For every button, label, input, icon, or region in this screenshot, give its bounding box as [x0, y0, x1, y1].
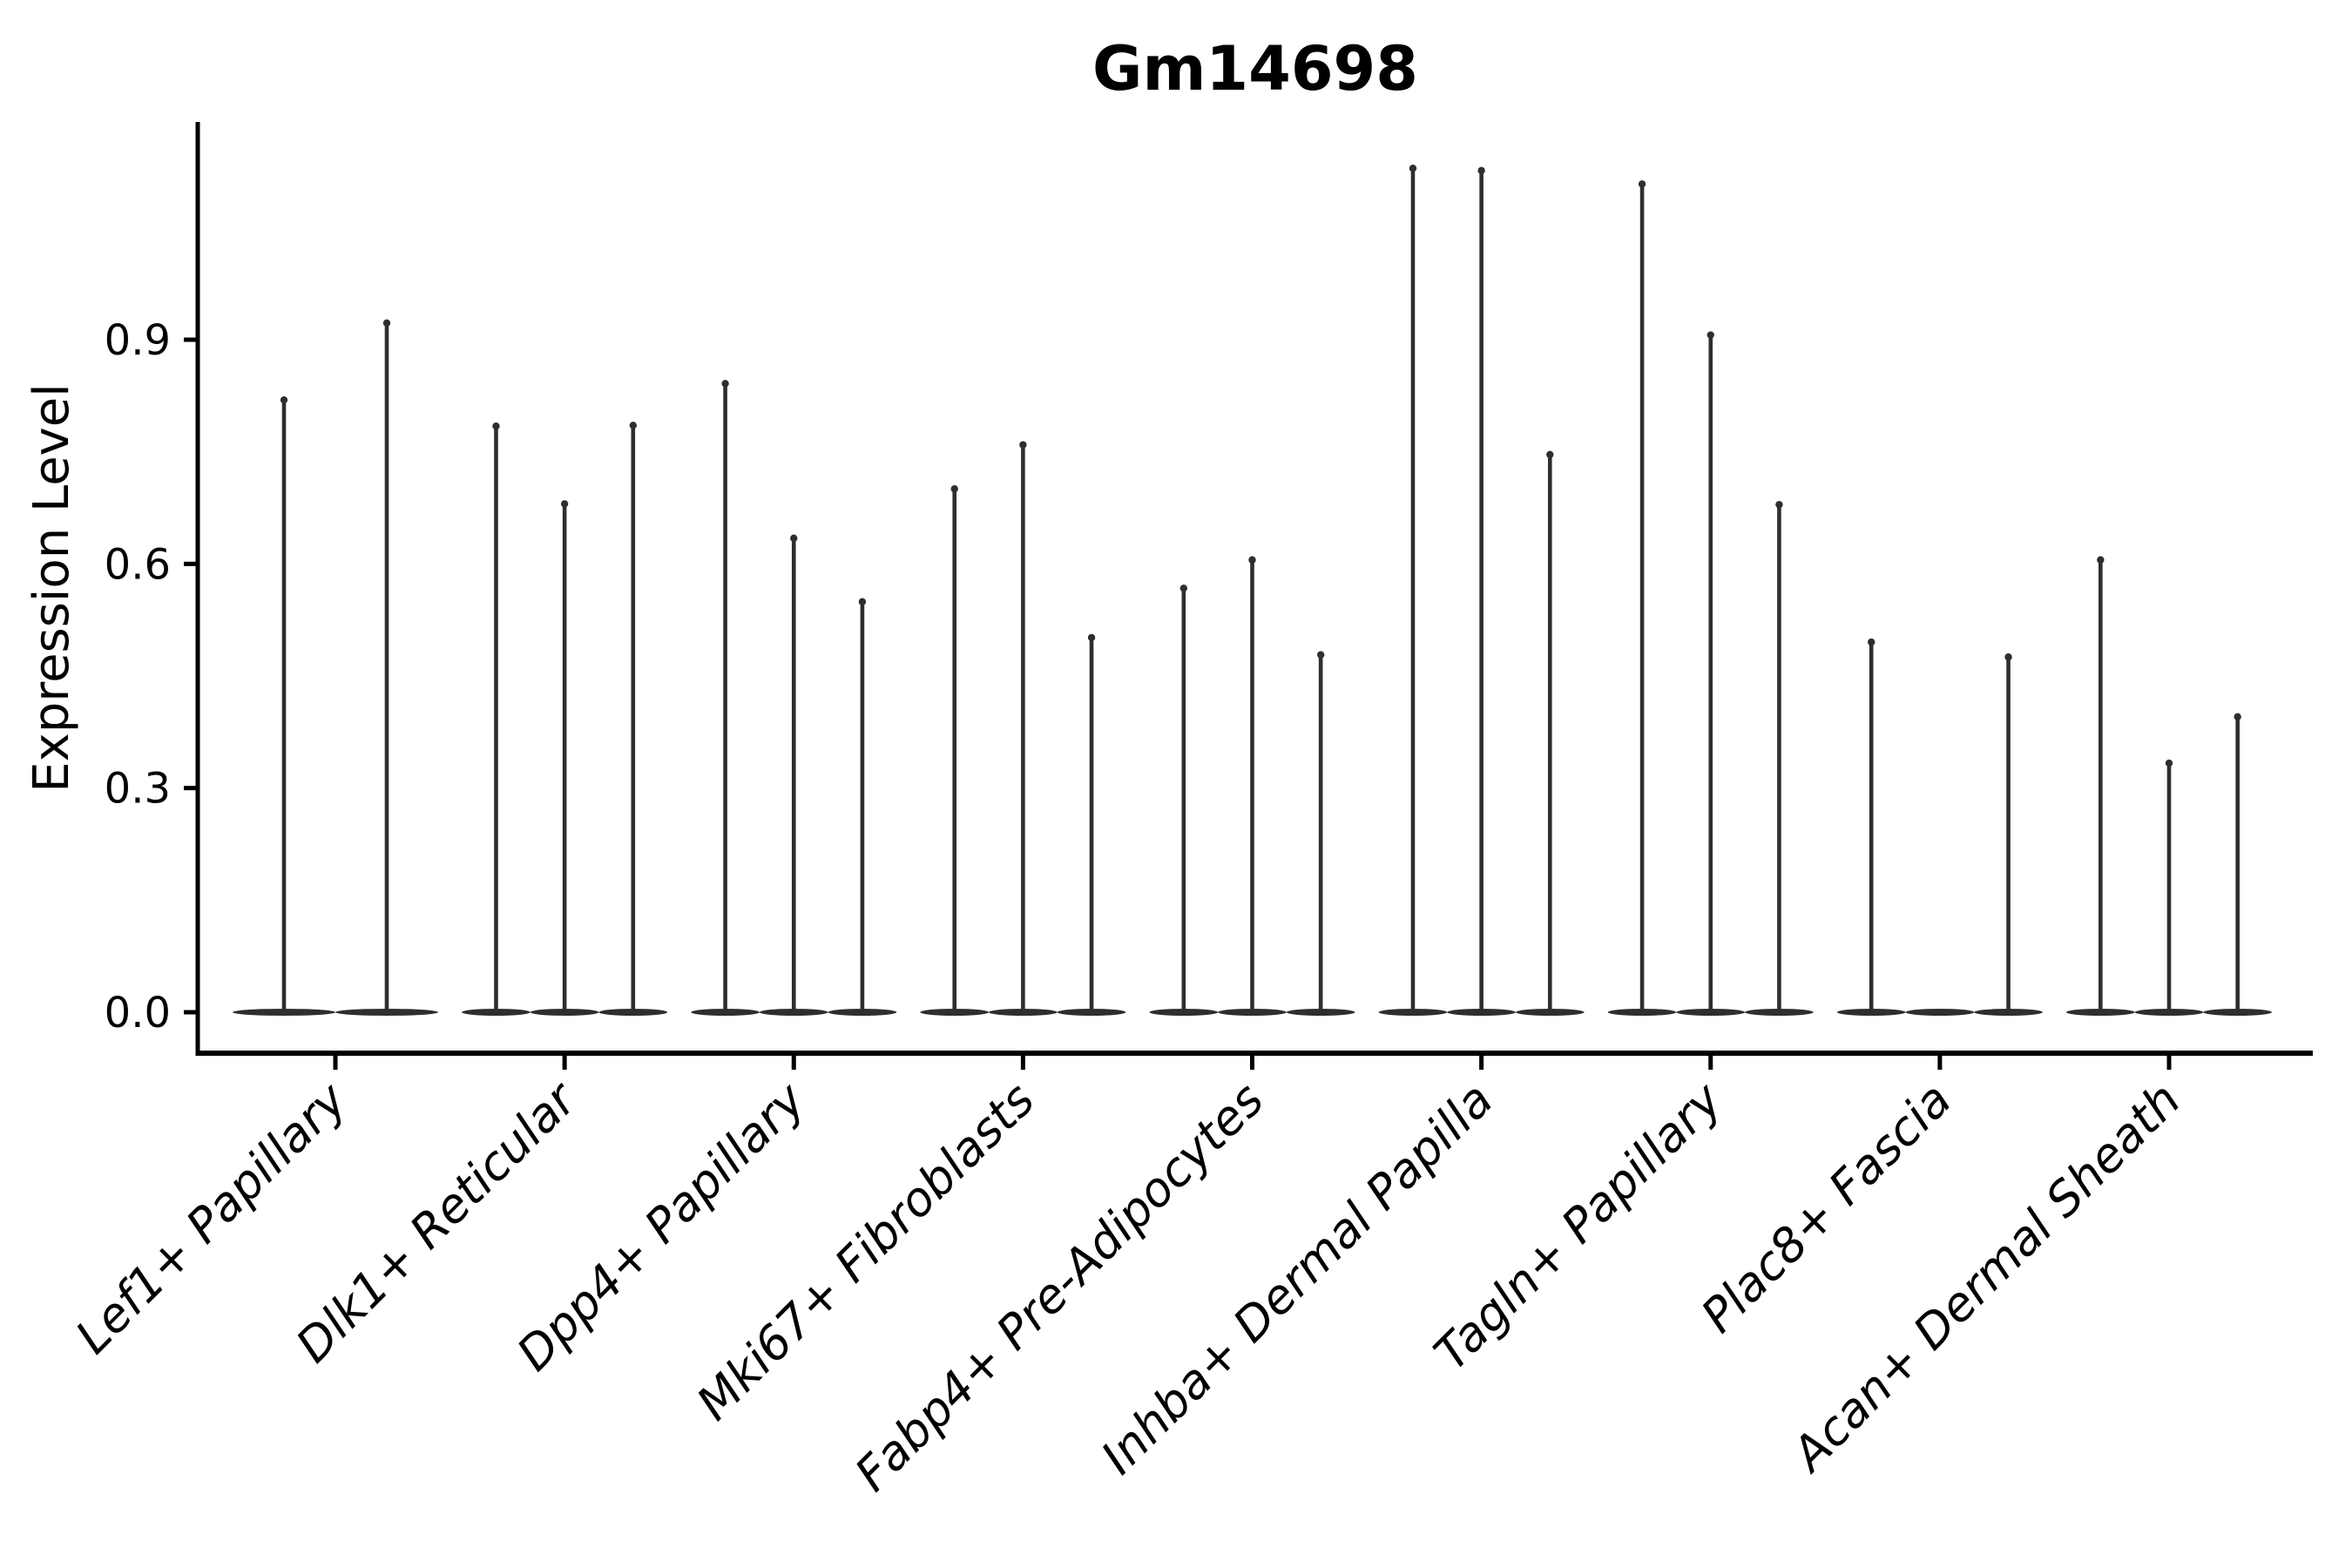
violin-spike-tip — [492, 422, 500, 430]
violin-base — [691, 1009, 760, 1016]
violin-spike — [1547, 450, 1552, 1012]
violin-base — [1905, 1009, 1975, 1016]
violin-spike — [1708, 331, 1713, 1012]
violin-spike-tip — [1019, 441, 1027, 449]
violin-spike — [631, 422, 636, 1012]
violin-spike — [281, 396, 287, 1012]
y-tick-label: 0.3 — [105, 765, 171, 814]
violin-spike — [1250, 556, 1254, 1012]
violin-spike — [1089, 633, 1094, 1012]
violin-spike — [2166, 760, 2172, 1012]
violin-spike-tip — [1179, 585, 1188, 592]
violin-spike — [1777, 501, 1781, 1012]
violin-spike — [1639, 180, 1645, 1012]
y-tick-label: 0.0 — [105, 989, 171, 1037]
violin-spike-tip — [560, 500, 569, 508]
violin-base — [462, 1009, 531, 1016]
violin-spike — [2099, 556, 2103, 1012]
violin-spike — [1479, 166, 1484, 1013]
y-tick-label: 0.9 — [105, 316, 171, 365]
violin-spike-tip — [858, 598, 867, 605]
violin-spike-tip — [2004, 653, 2012, 661]
violin-spike-tip — [1775, 501, 1783, 509]
violin-base — [1515, 1009, 1585, 1016]
violin-spike-tip — [1477, 166, 1485, 175]
violin-spike — [1318, 651, 1323, 1012]
violin-base — [2203, 1009, 2273, 1016]
violin-spike — [1410, 165, 1416, 1012]
violin-spike — [2006, 653, 2011, 1012]
y-axis-label: Expression Level — [24, 383, 80, 793]
x-tick-label: Fabp4+ Pre-Adipocytes — [844, 1072, 1274, 1502]
violin-spike — [1181, 585, 1186, 1012]
chart-title: Gm14698 — [1092, 33, 1418, 105]
violin-spike-tip — [1546, 450, 1554, 458]
violin-spike — [860, 598, 865, 1012]
violin-spike-tip — [950, 485, 958, 493]
violin-spike-tip — [1707, 331, 1714, 339]
violin-spike-tip — [2165, 759, 2173, 767]
violin-spike-tip — [2097, 556, 2105, 564]
y-tick-label: 0.6 — [105, 540, 171, 589]
violin-spike-tip — [1248, 556, 1256, 564]
violin-spike — [1869, 639, 1874, 1012]
violin-spike — [562, 500, 567, 1012]
violin-spike — [723, 380, 727, 1012]
violin-spike-tip — [721, 380, 729, 388]
y-axis: 0.0 0.3 0.6 0.9 — [105, 316, 198, 1037]
violin-spike-tip — [629, 422, 637, 429]
violin-base — [598, 1009, 668, 1016]
violin-spike-tip — [790, 534, 798, 543]
violin-base — [1286, 1009, 1355, 1016]
violin-spike-tip — [1638, 180, 1646, 188]
violin-spike — [952, 485, 957, 1012]
x-tick-label: Inhba+ Dermal Papilla — [1091, 1072, 1504, 1485]
x-tick-label: Acan+ Dermal Sheath — [1780, 1072, 2191, 1484]
violin-spike — [1021, 441, 1025, 1012]
violin-spike-tip — [1316, 651, 1325, 659]
violin-spike-tip — [1409, 165, 1417, 172]
violins-group — [233, 165, 2273, 1016]
violin-spike — [494, 422, 498, 1012]
violin-spike — [384, 319, 389, 1012]
violin-spike — [791, 534, 796, 1012]
violin-spike-tip — [382, 319, 391, 328]
violin-spike-tip — [280, 395, 288, 404]
violin-spike — [2235, 713, 2240, 1012]
violin-base — [1057, 1009, 1126, 1016]
violin-spike-tip — [1868, 638, 1876, 646]
violin-base — [1974, 1009, 2043, 1016]
violin-base — [828, 1009, 897, 1016]
violin-spike-tip — [1087, 633, 1096, 642]
violin-spike-tip — [2234, 713, 2241, 721]
violin-base — [1745, 1009, 1814, 1016]
